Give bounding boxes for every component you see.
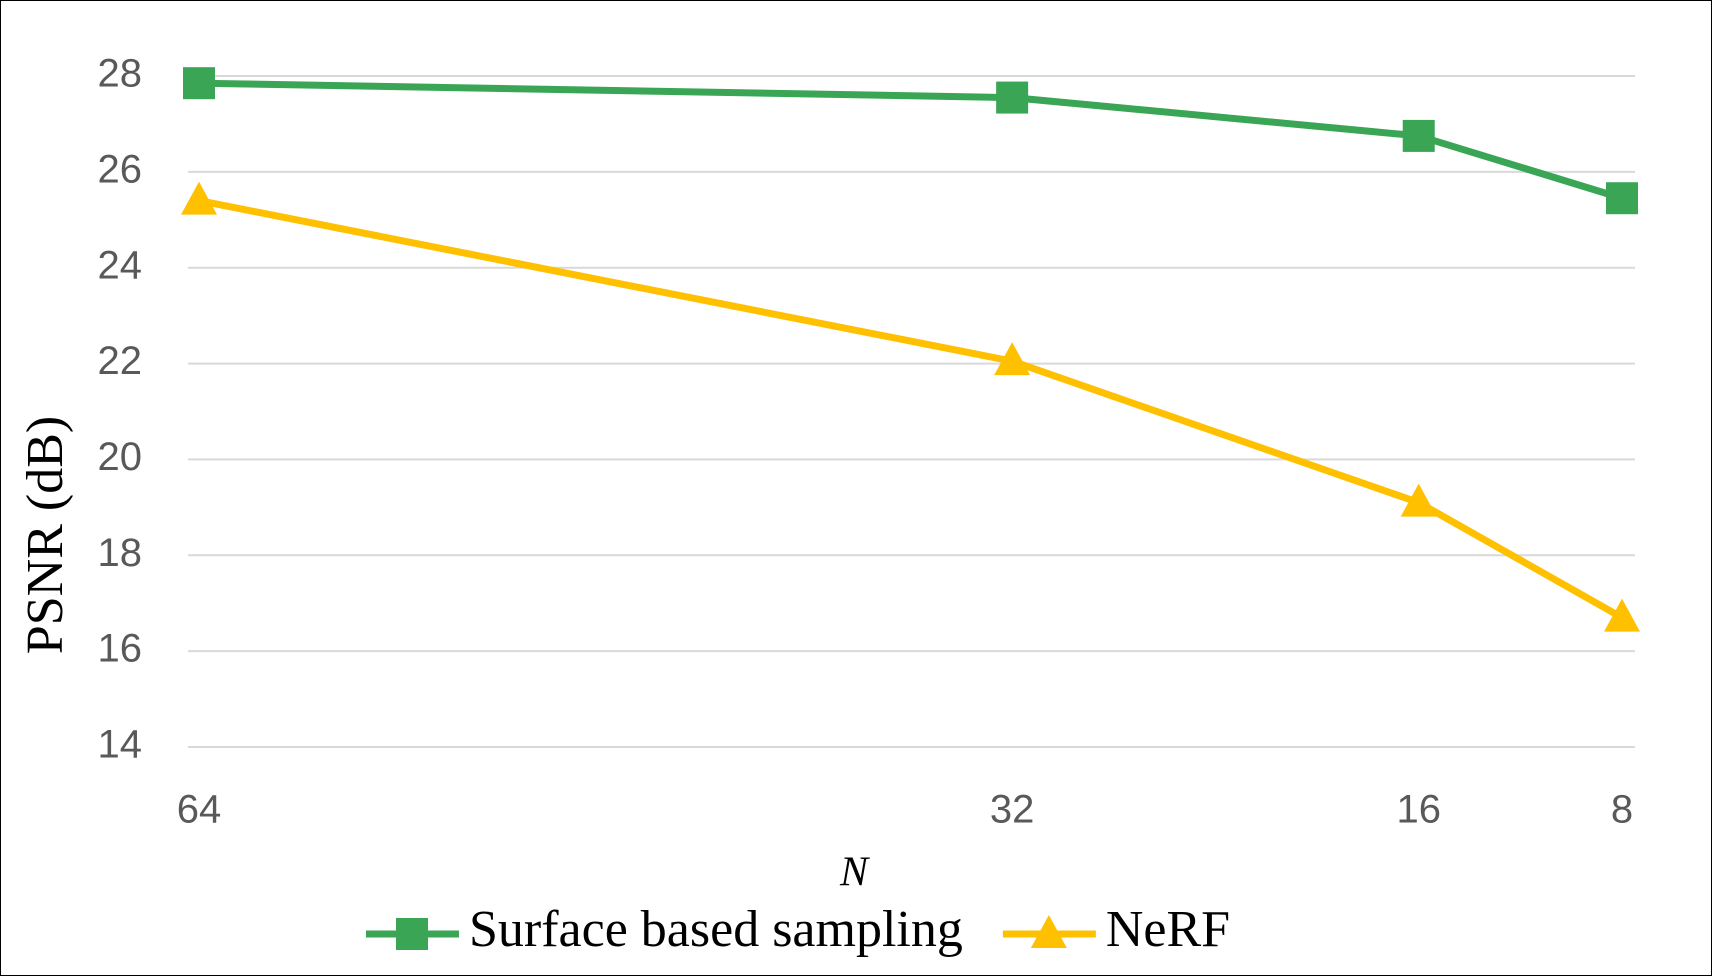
data-point: [181, 181, 217, 215]
legend-label: NeRF: [1106, 901, 1230, 958]
series-line: [198, 79, 1624, 202]
x-tick-label: 64: [177, 788, 222, 832]
series-line: [198, 197, 1624, 621]
legend-label: Surface based sampling: [469, 901, 963, 958]
data-point: [1402, 119, 1435, 152]
y-tick-label: 18: [98, 531, 143, 575]
legend-marker: [1030, 915, 1067, 948]
y-tick-label: 26: [98, 147, 143, 191]
y-tick-label: 28: [98, 52, 143, 96]
x-axis-title: N: [839, 850, 870, 896]
x-tick-label: 8: [1611, 788, 1633, 832]
y-axis-title: PSNR (dB): [17, 416, 74, 654]
data-point: [996, 81, 1029, 114]
y-tick-label: 22: [98, 339, 143, 383]
x-tick-label: 32: [990, 788, 1035, 832]
data-point: [994, 342, 1031, 376]
data-point: [1400, 483, 1437, 517]
data-point: [183, 67, 215, 100]
y-tick-label: 20: [98, 435, 143, 479]
legend-marker: [396, 918, 428, 950]
data-point: [1604, 598, 1640, 632]
y-tick-label: 14: [98, 723, 143, 767]
y-tick-label: 16: [98, 627, 143, 671]
data-point: [1606, 182, 1638, 215]
y-tick-label: 24: [98, 243, 143, 287]
x-tick-label: 16: [1396, 788, 1441, 832]
